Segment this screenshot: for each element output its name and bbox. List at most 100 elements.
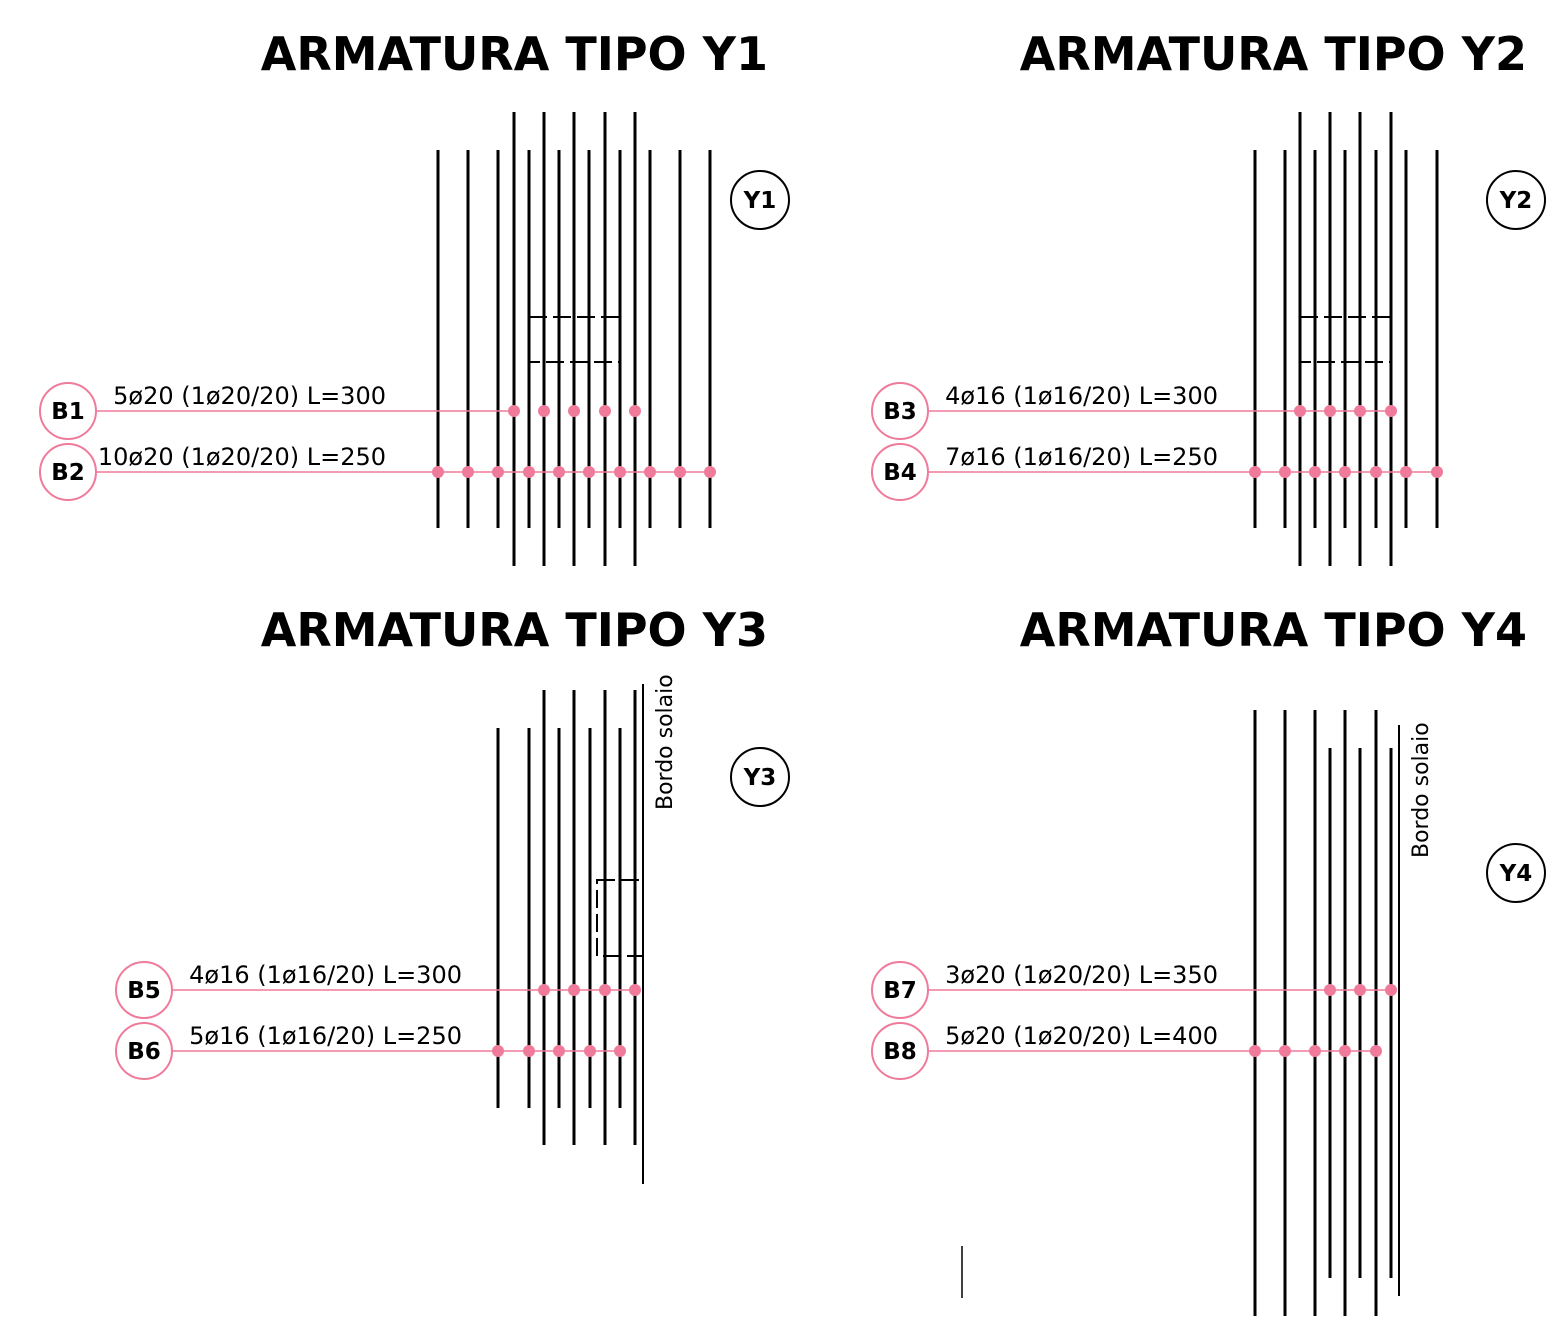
panel-id-label: Y2 bbox=[1499, 188, 1533, 214]
tag-label: B4 bbox=[883, 460, 917, 486]
bars-short bbox=[1328, 748, 1393, 1278]
bar-section-dot bbox=[629, 984, 641, 996]
row-b3: B3 4ø16 (1ø16/20) L=300 bbox=[871, 382, 1397, 440]
bars-short bbox=[496, 728, 622, 1108]
bar-section-dot bbox=[1324, 984, 1336, 996]
slab-edge-label: Bordo solaio bbox=[1409, 722, 1434, 858]
row-b8: B8 5ø20 (1ø20/20) L=400 bbox=[871, 1022, 1382, 1080]
bar-section-dot bbox=[1324, 405, 1336, 417]
bar-section-dot bbox=[599, 405, 611, 417]
tag-bubble bbox=[39, 443, 97, 501]
tag-label: B7 bbox=[883, 978, 917, 1004]
panel-y4: ARMATURA TIPO Y4 Bordo solaio Y4 B7 3ø20… bbox=[871, 603, 1546, 1316]
bar-section-dot bbox=[1354, 405, 1366, 417]
bar-section-dot bbox=[553, 1045, 565, 1057]
tag-bubble bbox=[115, 1022, 173, 1080]
tag-bubble bbox=[871, 382, 929, 440]
bar-section-dot bbox=[614, 466, 626, 478]
tag-label: B6 bbox=[127, 1039, 161, 1065]
slab-edge-label: Bordo solaio bbox=[653, 674, 678, 810]
panel-id-label: Y3 bbox=[743, 765, 777, 791]
tag-label: B3 bbox=[883, 399, 917, 425]
dashed-opening bbox=[596, 879, 644, 957]
bar-section-dot bbox=[1339, 1045, 1351, 1057]
bar-section-dot bbox=[492, 466, 504, 478]
bar-spec-label: 5ø20 (1ø20/20) L=400 bbox=[945, 1022, 1218, 1050]
tag-bubble bbox=[115, 961, 173, 1019]
panel-title: ARMATURA TIPO Y2 bbox=[1020, 27, 1527, 81]
bar-section-dot bbox=[1279, 466, 1291, 478]
panel-y3: ARMATURA TIPO Y3 Bordo solaio Y3 B5 4ø16… bbox=[115, 603, 790, 1184]
bar-spec-label: 4ø16 (1ø16/20) L=300 bbox=[189, 961, 462, 989]
bar-section-dot bbox=[1385, 984, 1397, 996]
bar-section-dot bbox=[629, 405, 641, 417]
panel-title: ARMATURA TIPO Y4 bbox=[1020, 603, 1527, 657]
bar-section-dot bbox=[538, 984, 550, 996]
bar-spec-label: 4ø16 (1ø16/20) L=300 bbox=[945, 382, 1218, 410]
dashed-opening bbox=[528, 316, 621, 363]
bar-section-dot bbox=[1339, 466, 1351, 478]
bar-section-dot bbox=[538, 405, 550, 417]
row-b4: B4 7ø16 (1ø16/20) L=250 bbox=[871, 443, 1443, 501]
bar-section-dot bbox=[1309, 1045, 1321, 1057]
bar-section-dot bbox=[432, 466, 444, 478]
tag-label: B1 bbox=[51, 399, 85, 425]
tag-bubble bbox=[871, 443, 929, 501]
bar-section-dot bbox=[523, 1045, 535, 1057]
bar-section-dot bbox=[1279, 1045, 1291, 1057]
tag-label: B2 bbox=[51, 460, 85, 486]
bar-section-dot bbox=[568, 405, 580, 417]
row-b5: B5 4ø16 (1ø16/20) L=300 bbox=[115, 961, 641, 1019]
tag-label: B8 bbox=[883, 1039, 917, 1065]
panel-id-bubble bbox=[730, 747, 790, 807]
bar-section-dot bbox=[1294, 405, 1306, 417]
bar-section-dot bbox=[1249, 1045, 1261, 1057]
bar-section-dot bbox=[523, 466, 535, 478]
bar-section-dot bbox=[599, 984, 611, 996]
bar-section-dot bbox=[674, 466, 686, 478]
bars-short bbox=[1253, 150, 1439, 528]
bar-spec-label: 3ø20 (1ø20/20) L=350 bbox=[945, 961, 1218, 989]
bar-section-dot bbox=[584, 1045, 596, 1057]
bar-section-dot bbox=[1370, 1045, 1382, 1057]
tag-bubble bbox=[871, 1022, 929, 1080]
bar-section-dot bbox=[644, 466, 656, 478]
tag-label: B5 bbox=[127, 978, 161, 1004]
bar-section-dot bbox=[553, 466, 565, 478]
bar-section-dot bbox=[1249, 466, 1261, 478]
bar-section-dot bbox=[1370, 466, 1382, 478]
row-b1: B1 5ø20 (1ø20/20) L=300 bbox=[39, 382, 641, 440]
bar-section-dot bbox=[704, 466, 716, 478]
bar-spec-label: 5ø20 (1ø20/20) L=300 bbox=[113, 382, 386, 410]
bar-spec-label: 10ø20 (1ø20/20) L=250 bbox=[98, 443, 386, 471]
panel-y1: ARMATURA TIPO Y1 Y1 B1 5ø2 bbox=[39, 27, 790, 566]
bar-section-dot bbox=[583, 466, 595, 478]
bars-short bbox=[436, 150, 712, 528]
panel-title: ARMATURA TIPO Y3 bbox=[261, 603, 768, 657]
tag-bubble bbox=[39, 382, 97, 440]
panel-id-bubble bbox=[1486, 170, 1546, 230]
bar-section-dot bbox=[1309, 466, 1321, 478]
bar-section-dot bbox=[1354, 984, 1366, 996]
bars-long bbox=[512, 112, 637, 566]
panel-id-bubble bbox=[1486, 843, 1546, 903]
row-b6: B6 5ø16 (1ø16/20) L=250 bbox=[115, 1022, 626, 1080]
bar-section-dot bbox=[462, 466, 474, 478]
bar-section-dot bbox=[1385, 405, 1397, 417]
panel-id-label: Y1 bbox=[743, 188, 777, 214]
dashed-opening bbox=[1299, 316, 1392, 363]
panel-id-bubble bbox=[730, 170, 790, 230]
bar-section-dot bbox=[508, 405, 520, 417]
tag-bubble bbox=[871, 961, 929, 1019]
row-b2: B2 10ø20 (1ø20/20) L=250 bbox=[39, 443, 716, 501]
bars-long bbox=[1253, 710, 1378, 1316]
panel-title: ARMATURA TIPO Y1 bbox=[261, 27, 768, 81]
bar-section-dot bbox=[1400, 466, 1412, 478]
bar-section-dot bbox=[568, 984, 580, 996]
panel-id-label: Y4 bbox=[1499, 861, 1533, 887]
panel-y2: ARMATURA TIPO Y2 Y2 B3 4ø16 (1ø16/20) L=… bbox=[871, 27, 1546, 566]
bars-long bbox=[542, 690, 637, 1145]
bar-spec-label: 5ø16 (1ø16/20) L=250 bbox=[189, 1022, 462, 1050]
bar-section-dot bbox=[1431, 466, 1443, 478]
